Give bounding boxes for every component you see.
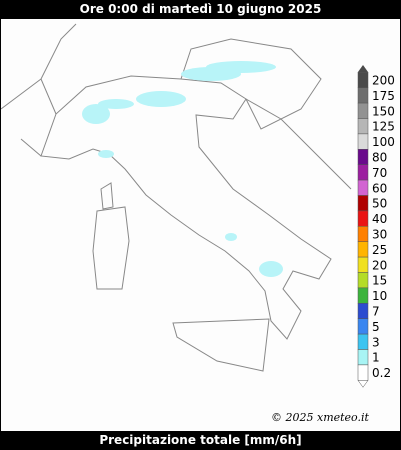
map: © 2025 xmeteo.it 20017515012510080706050… <box>1 19 400 431</box>
legend-label: 150 <box>372 104 395 118</box>
legend-label: 0.2 <box>372 366 391 380</box>
legend-label: 1 <box>372 351 380 365</box>
legend-label: 25 <box>372 243 387 257</box>
legend-arrow-top <box>357 64 369 73</box>
legend-swatch <box>357 272 369 289</box>
legend-label: 175 <box>372 89 395 103</box>
header-title: Ore 0:00 di martedì 10 giugno 2025 <box>0 0 401 19</box>
legend-swatch <box>357 364 369 381</box>
legend-swatch <box>357 118 369 135</box>
legend-swatch <box>357 179 369 196</box>
legend-label: 50 <box>372 197 387 211</box>
legend-label: 80 <box>372 151 387 165</box>
legend-swatch <box>357 87 369 104</box>
legend-swatch <box>357 333 369 350</box>
legend-label: 15 <box>372 274 387 288</box>
legend-arrow-bottom <box>357 380 369 388</box>
legend-label: 7 <box>372 305 380 319</box>
legend-swatch <box>357 133 369 150</box>
legend-swatch <box>357 349 369 366</box>
legend-swatch <box>357 164 369 181</box>
legend-swatch <box>357 195 369 212</box>
legend-swatch <box>357 318 369 335</box>
legend-label: 3 <box>372 335 380 349</box>
legend-label: 10 <box>372 289 387 303</box>
legend-swatch <box>357 303 369 319</box>
legend-swatch <box>357 226 369 242</box>
legend-swatch <box>357 287 369 304</box>
legend-label: 20 <box>372 258 387 272</box>
legend-label: 30 <box>372 228 387 242</box>
legend-label: 5 <box>372 320 380 334</box>
coastlines <box>1 23 352 372</box>
legend-label: 40 <box>372 212 387 226</box>
legend-label: 100 <box>372 135 395 149</box>
legend-label: 70 <box>372 166 387 180</box>
legend-swatch <box>357 102 369 119</box>
legend-swatch <box>357 210 369 227</box>
credit: © 2025 xmeteo.it <box>271 411 370 424</box>
legend-label: 60 <box>372 181 387 195</box>
precipitation <box>82 61 283 277</box>
map-background <box>1 19 400 431</box>
legend-label: 125 <box>372 120 395 134</box>
legend-swatch <box>357 256 369 273</box>
legend-swatch <box>357 149 369 165</box>
legend-swatch <box>357 72 369 88</box>
footer-title: Precipitazione totale [mm/6h] <box>0 431 401 450</box>
legend-label: 200 <box>372 74 395 88</box>
legend-swatch <box>357 241 369 258</box>
